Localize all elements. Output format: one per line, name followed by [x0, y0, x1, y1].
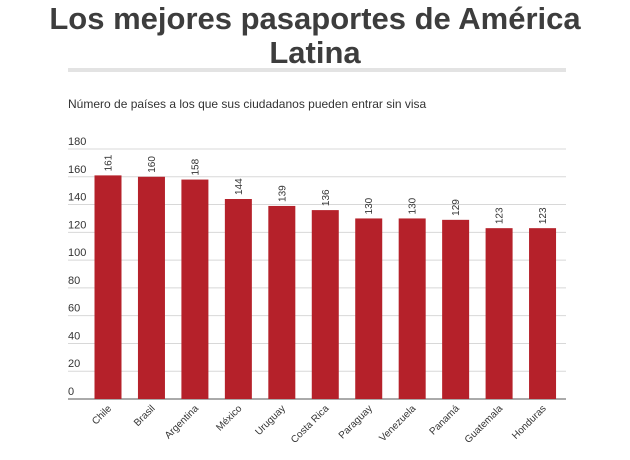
- y-tick-label: 60: [68, 303, 80, 315]
- y-tick-label: 180: [68, 136, 86, 148]
- x-tick-label: Paraguay: [337, 403, 375, 441]
- bar: [94, 175, 122, 399]
- data-label: 139: [277, 185, 288, 202]
- x-tick-label: Brasil: [132, 403, 157, 428]
- x-tick-label: Venezuela: [377, 403, 418, 444]
- y-tick-label: 20: [68, 358, 80, 370]
- data-label: 130: [364, 197, 375, 214]
- x-tick-label: México: [214, 403, 244, 433]
- data-label: 144: [234, 178, 245, 195]
- x-tick-label: Costa Rica: [289, 403, 332, 446]
- x-tick-label: Chile: [90, 403, 114, 427]
- data-label: 161: [104, 154, 115, 171]
- x-tick-label: Panamá: [428, 403, 462, 437]
- data-label: 123: [495, 207, 506, 224]
- y-tick-label: 40: [68, 330, 80, 342]
- bar: [442, 219, 470, 399]
- bar: [181, 179, 209, 399]
- bar: [311, 210, 339, 399]
- data-label: 130: [408, 197, 419, 214]
- y-tick-label: 140: [68, 192, 86, 204]
- y-tick-label: 100: [68, 247, 86, 259]
- y-tick-label: 160: [68, 164, 86, 176]
- y-tick-label: 0: [68, 386, 74, 398]
- chart-title: Los mejores pasaportes de América Latina: [0, 2, 630, 70]
- x-tick-label: Honduras: [510, 403, 548, 441]
- chart-title-line-1: Los mejores pasaportes de América: [49, 1, 581, 36]
- bar: [485, 228, 513, 399]
- x-tick-label: Argentina: [163, 403, 201, 441]
- data-label: 160: [147, 156, 158, 173]
- bar: [529, 228, 557, 399]
- bar: [268, 205, 296, 399]
- y-tick-label: 80: [68, 275, 80, 287]
- chart-subtitle: Número de países a los que sus ciudadano…: [68, 97, 427, 111]
- x-tick-label: Guatemala: [463, 403, 506, 446]
- data-label: 129: [451, 199, 462, 216]
- title-divider: [68, 68, 566, 72]
- chart-title-line-2: Latina: [269, 35, 361, 70]
- bar: [224, 199, 252, 399]
- y-tick-label: 120: [68, 219, 86, 231]
- data-label: 136: [321, 189, 332, 206]
- data-label: 158: [190, 158, 201, 175]
- bar: [137, 176, 165, 399]
- x-tick-label: Uruguay: [253, 403, 288, 438]
- bar: [398, 218, 426, 399]
- bar: [355, 218, 383, 399]
- data-label: 123: [538, 207, 549, 224]
